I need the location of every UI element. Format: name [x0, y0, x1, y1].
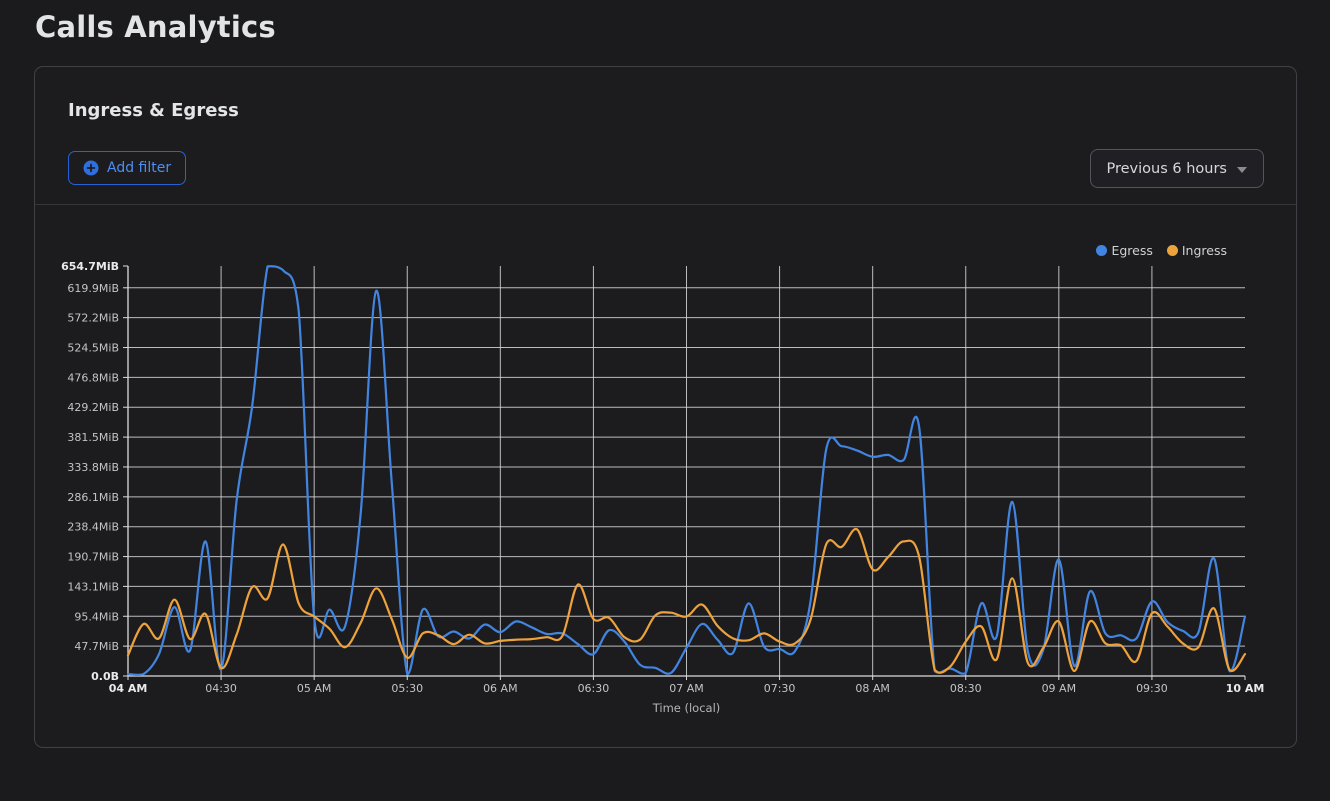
x-tick-label: 06 AM [483, 682, 518, 695]
x-tick-label: 04:30 [205, 682, 237, 695]
add-filter-label: Add filter [107, 160, 172, 176]
add-filter-button[interactable]: Add filter [68, 151, 187, 185]
page-title: Calls Analytics [35, 10, 276, 44]
chevron-down-icon [1237, 166, 1247, 173]
y-tick-label: 619.9MiB [67, 282, 119, 295]
y-tick-label: 286.1MiB [67, 491, 119, 504]
y-tick-label: 429.2MiB [67, 401, 119, 414]
y-tick-label: 524.5MiB [67, 342, 119, 355]
x-tick-label: 07:30 [764, 682, 796, 695]
egress-line [126, 265, 1247, 677]
y-tick-label: 47.7MiB [74, 640, 119, 653]
panel-divider [35, 204, 1296, 205]
x-tick-label: 09:30 [1136, 682, 1168, 695]
y-tick-label: 572.2MiB [67, 312, 119, 325]
plus-circle-icon [83, 160, 99, 176]
ingress-egress-chart[interactable]: 0.0B 47.7MiB 95.4MiB 143.1MiB 190.7MiB 238.4M… [35, 205, 1296, 747]
x-tick-label: 09 AM [1042, 682, 1077, 695]
ingress-legend-label: Ingress [1181, 243, 1227, 258]
legend-item-ingress[interactable]: Ingress [1166, 243, 1227, 258]
egress-legend-label: Egress [1111, 243, 1153, 258]
x-tick-label: 08 AM [855, 682, 890, 695]
y-tick-label: 654.7MiB [61, 260, 119, 273]
panel-title: Ingress & Egress [68, 100, 239, 121]
x-tick-label: 05:30 [391, 682, 423, 695]
time-range-value: Previous 6 hours [1106, 160, 1228, 177]
x-axis-title: Time (local) [652, 701, 721, 715]
legend-item-egress[interactable]: Egress [1096, 243, 1153, 258]
ingress-egress-panel: Ingress & Egress Add filter Previous 6 h… [34, 66, 1297, 748]
ingress-legend-dot [1166, 245, 1178, 256]
y-tick-label: 95.4MiB [74, 610, 119, 623]
x-tick-label: 07 AM [669, 682, 704, 695]
x-tick-label: 05 AM [297, 682, 332, 695]
egress-legend-dot [1096, 245, 1108, 256]
y-tick-label: 333.8MiB [67, 461, 119, 474]
x-tick-label: 06:30 [578, 682, 610, 695]
ingress-line [126, 527, 1247, 674]
x-tick-label: 10 AM [1226, 682, 1265, 695]
y-tick-label: 238.4MiB [67, 521, 119, 534]
chart-legend: Egress Ingress [1096, 243, 1227, 258]
y-tick-label: 190.7MiB [67, 551, 119, 564]
y-tick-label: 0.0B [91, 670, 119, 683]
y-tick-label: 143.1MiB [67, 580, 119, 593]
x-tick-label: 04 AM [109, 682, 148, 695]
x-tick-label: 08:30 [950, 682, 982, 695]
time-range-dropdown[interactable]: Previous 6 hours [1089, 149, 1264, 188]
y-tick-label: 476.8MiB [67, 371, 119, 384]
y-tick-label: 381.5MiB [67, 431, 119, 444]
chart-area: Egress Ingress 0.0B 47.7MiB 95.4MiB 143.1Mi… [35, 205, 1296, 747]
